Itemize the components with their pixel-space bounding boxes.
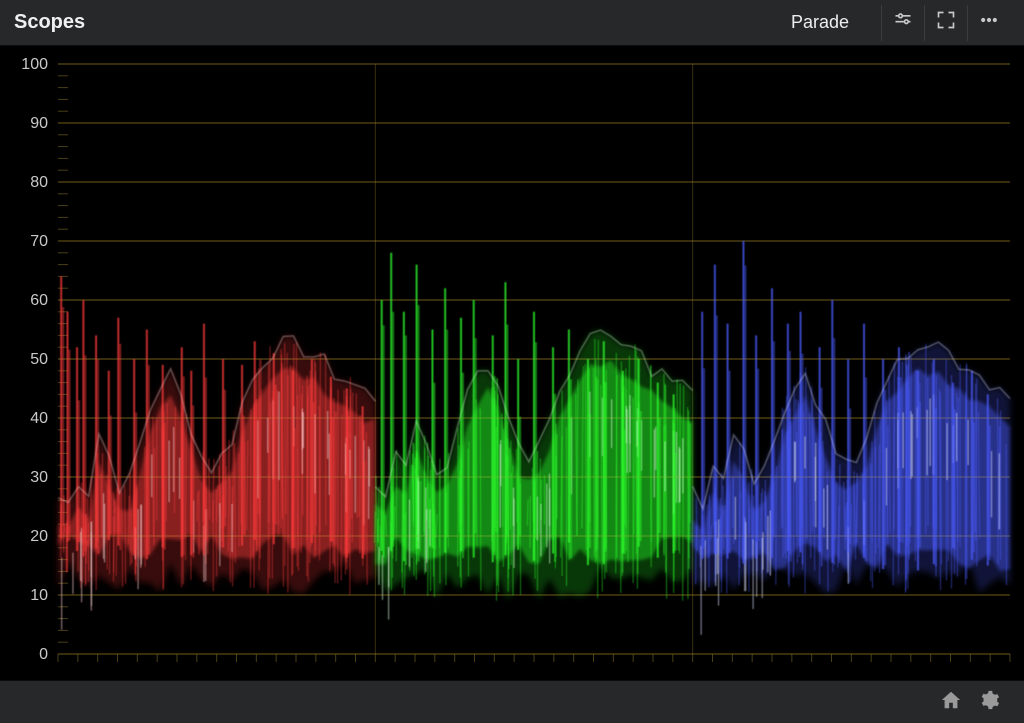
scope-type-label: Parade bbox=[791, 12, 849, 33]
svg-text:80: 80 bbox=[30, 174, 48, 191]
svg-text:70: 70 bbox=[30, 233, 48, 250]
more-horizontal-icon bbox=[978, 10, 1000, 35]
scopes-panel: Scopes Parade bbox=[0, 0, 1024, 723]
scopes-footer bbox=[0, 680, 1024, 723]
parade-scope-svg: 0 10 20 30 40 50 60 70 80 90 100 bbox=[0, 46, 1024, 680]
scopes-header: Scopes Parade bbox=[0, 0, 1024, 46]
svg-text:100: 100 bbox=[21, 56, 48, 73]
gear-icon bbox=[978, 689, 1000, 716]
svg-text:20: 20 bbox=[30, 528, 48, 545]
svg-text:60: 60 bbox=[30, 292, 48, 309]
svg-text:10: 10 bbox=[30, 587, 48, 604]
scope-settings-button[interactable] bbox=[881, 5, 924, 41]
expand-icon bbox=[936, 10, 956, 35]
svg-text:0: 0 bbox=[39, 646, 48, 663]
home-icon bbox=[940, 689, 962, 716]
expand-button[interactable] bbox=[924, 5, 967, 41]
panel-title: Scopes bbox=[14, 11, 85, 34]
svg-text:90: 90 bbox=[30, 115, 48, 132]
home-button[interactable] bbox=[932, 683, 970, 721]
svg-text:40: 40 bbox=[30, 410, 48, 427]
chevron-down-icon bbox=[857, 12, 871, 33]
project-settings-button[interactable] bbox=[970, 683, 1008, 721]
more-options-button[interactable] bbox=[967, 5, 1010, 41]
parade-scope-display: 0 10 20 30 40 50 60 70 80 90 100 bbox=[0, 46, 1024, 680]
svg-text:50: 50 bbox=[30, 351, 48, 368]
sliders-icon bbox=[893, 10, 913, 35]
scope-type-dropdown[interactable]: Parade bbox=[781, 8, 881, 37]
svg-text:30: 30 bbox=[30, 469, 48, 486]
